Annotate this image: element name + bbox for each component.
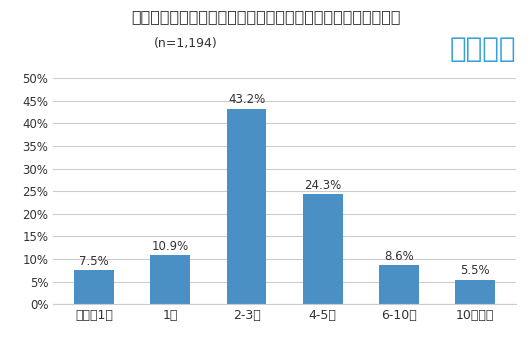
Text: 7.5%: 7.5% [79,255,109,268]
Bar [227,109,267,304]
Text: コロナが流行する以前は「年に何回」旅行をしていましたか？: コロナが流行する以前は「年に何回」旅行をしていましたか？ [131,9,401,24]
Text: 43.2%: 43.2% [228,93,265,107]
Text: 8.6%: 8.6% [384,250,414,263]
Bar [379,266,419,304]
Text: エアトリ: エアトリ [450,35,516,63]
Bar [74,270,114,304]
Text: 10.9%: 10.9% [152,240,189,253]
Text: (n=1,194): (n=1,194) [154,37,218,50]
Bar [303,194,343,304]
Bar [455,280,495,304]
Text: 24.3%: 24.3% [304,179,342,192]
Bar [151,255,190,304]
Text: 5.5%: 5.5% [460,264,490,277]
